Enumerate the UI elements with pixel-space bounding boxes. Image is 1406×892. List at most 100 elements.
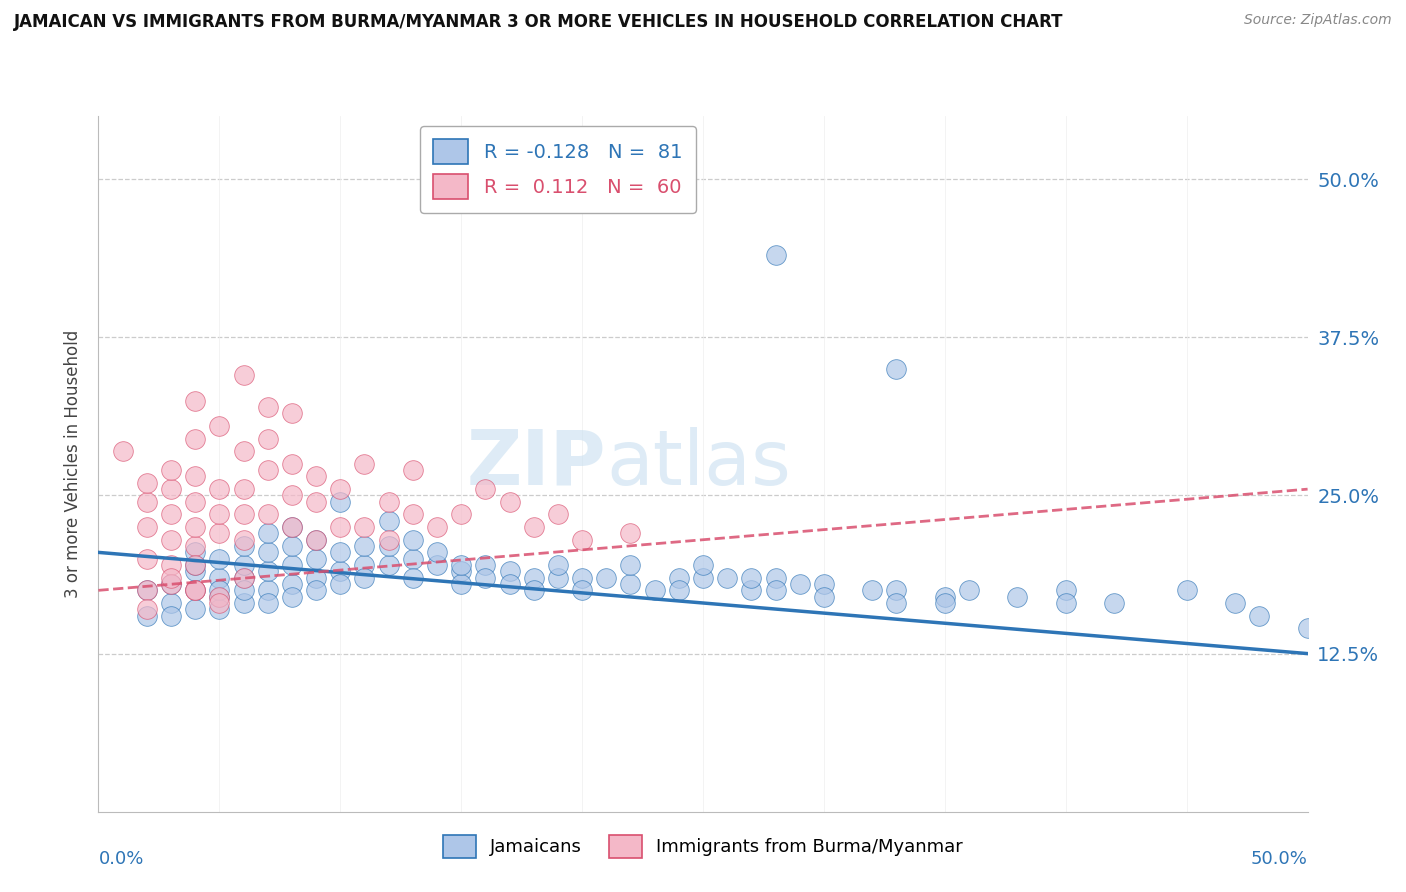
Point xyxy=(281,457,304,471)
Point xyxy=(256,583,278,598)
Point xyxy=(547,571,569,585)
Point xyxy=(305,469,328,483)
Point xyxy=(377,539,399,553)
Point xyxy=(523,571,546,585)
Point xyxy=(329,495,352,509)
Point xyxy=(184,583,207,598)
Point xyxy=(377,495,399,509)
Point xyxy=(256,565,278,579)
Point xyxy=(256,432,278,446)
Point xyxy=(1249,608,1271,623)
Point xyxy=(208,508,231,522)
Point xyxy=(160,577,183,591)
Point xyxy=(957,583,980,598)
Point xyxy=(402,533,425,547)
Point xyxy=(256,545,278,559)
Point xyxy=(692,571,714,585)
Point xyxy=(547,508,569,522)
Point xyxy=(232,508,254,522)
Point xyxy=(886,583,908,598)
Point xyxy=(619,558,641,572)
Point xyxy=(184,495,207,509)
Text: ZIP: ZIP xyxy=(467,427,606,500)
Point xyxy=(135,583,157,598)
Point xyxy=(184,393,207,408)
Point xyxy=(1175,583,1198,598)
Point xyxy=(256,508,278,522)
Text: JAMAICAN VS IMMIGRANTS FROM BURMA/MYANMAR 3 OR MORE VEHICLES IN HOUSEHOLD CORREL: JAMAICAN VS IMMIGRANTS FROM BURMA/MYANMA… xyxy=(14,13,1063,31)
Point xyxy=(329,545,352,559)
Point xyxy=(571,571,593,585)
Point xyxy=(135,475,157,490)
Point xyxy=(813,577,835,591)
Point xyxy=(305,533,328,547)
Point xyxy=(232,444,254,458)
Point xyxy=(135,520,157,534)
Point xyxy=(765,583,787,598)
Point xyxy=(474,571,496,585)
Point xyxy=(208,602,231,616)
Point xyxy=(523,583,546,598)
Point xyxy=(740,571,762,585)
Point xyxy=(232,571,254,585)
Point xyxy=(160,463,183,477)
Point xyxy=(813,590,835,604)
Point xyxy=(1223,596,1246,610)
Point xyxy=(184,545,207,559)
Point xyxy=(934,590,956,604)
Point xyxy=(256,526,278,541)
Point xyxy=(474,558,496,572)
Point xyxy=(644,583,666,598)
Point xyxy=(232,596,254,610)
Point xyxy=(232,558,254,572)
Point xyxy=(135,495,157,509)
Point xyxy=(208,571,231,585)
Point xyxy=(402,508,425,522)
Point xyxy=(208,551,231,566)
Point xyxy=(353,539,375,553)
Point xyxy=(740,583,762,598)
Point xyxy=(716,571,738,585)
Point xyxy=(208,418,231,433)
Point xyxy=(668,571,690,585)
Point xyxy=(668,583,690,598)
Text: 0.0%: 0.0% xyxy=(98,850,143,868)
Point xyxy=(765,571,787,585)
Point xyxy=(184,558,207,572)
Point xyxy=(789,577,811,591)
Point xyxy=(111,444,134,458)
Point xyxy=(934,596,956,610)
Point xyxy=(184,539,207,553)
Point xyxy=(160,482,183,496)
Point xyxy=(619,577,641,591)
Point xyxy=(329,565,352,579)
Point xyxy=(160,533,183,547)
Point xyxy=(135,583,157,598)
Point xyxy=(208,590,231,604)
Point xyxy=(329,577,352,591)
Point xyxy=(1054,596,1077,610)
Point xyxy=(256,596,278,610)
Point xyxy=(353,457,375,471)
Point xyxy=(160,558,183,572)
Point xyxy=(232,482,254,496)
Point xyxy=(281,577,304,591)
Point xyxy=(184,565,207,579)
Point xyxy=(135,602,157,616)
Point xyxy=(305,533,328,547)
Point xyxy=(353,520,375,534)
Point xyxy=(281,520,304,534)
Point xyxy=(571,533,593,547)
Point xyxy=(232,583,254,598)
Point xyxy=(208,526,231,541)
Point xyxy=(692,558,714,572)
Point xyxy=(450,577,472,591)
Point xyxy=(281,558,304,572)
Point xyxy=(208,583,231,598)
Point xyxy=(402,463,425,477)
Point xyxy=(160,596,183,610)
Point xyxy=(208,590,231,604)
Point xyxy=(184,469,207,483)
Point xyxy=(281,406,304,420)
Text: atlas: atlas xyxy=(606,427,792,500)
